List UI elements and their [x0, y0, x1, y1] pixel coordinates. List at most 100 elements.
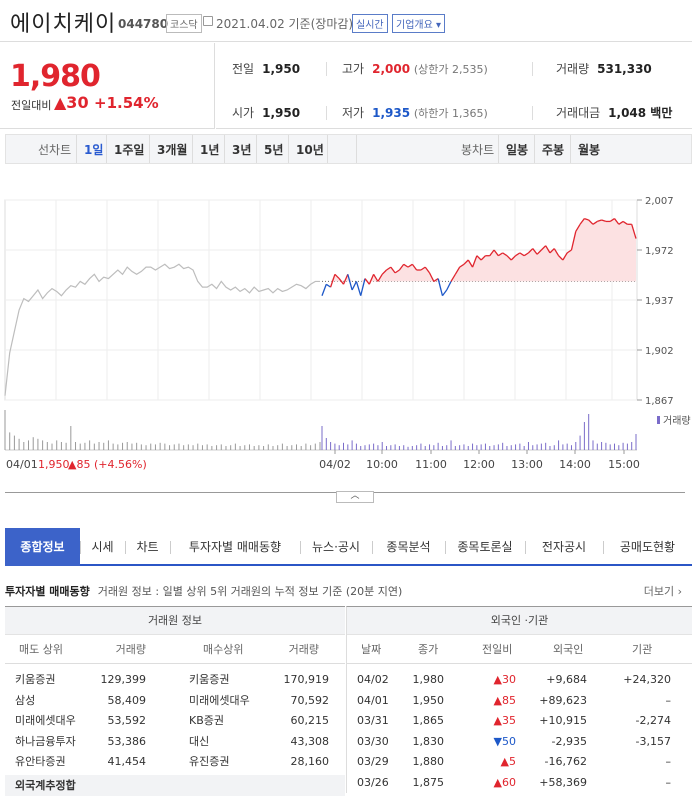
price-segment — [433, 278, 439, 282]
main-tab-7[interactable]: 종목토론실 — [457, 540, 513, 554]
inst-row: 04/01 1,950 ▲85 +89,623 – — [347, 691, 692, 712]
inst-cell-date: 03/30 — [357, 734, 389, 748]
candle-monthly[interactable]: 월봉 — [578, 143, 601, 157]
period-3m[interactable]: 3개월 — [157, 143, 188, 157]
x-tick-label: 14:00 — [559, 458, 591, 471]
inst-cell-foreign: -2,935 — [551, 734, 587, 748]
inst-cell-date: 04/01 — [357, 693, 389, 707]
main-tab-1[interactable]: 종합정보 — [5, 528, 80, 566]
period-1w[interactable]: 1주일 — [114, 143, 145, 157]
change-label: 전일대비 — [11, 99, 52, 112]
price-segment — [502, 252, 508, 257]
price-segment — [575, 223, 581, 232]
period-1d[interactable]: 1일 — [84, 143, 104, 157]
price-segment — [597, 219, 602, 223]
low-label: 저가 — [342, 106, 365, 120]
inst-cell-close: 1,950 — [412, 693, 445, 707]
broker-cell: 미래에셋대우 — [15, 714, 76, 727]
open-cell: 시가 1,950 — [232, 104, 300, 121]
main-tab-6[interactable]: 종목분석 — [386, 540, 431, 554]
volume-label: 거래량 — [663, 415, 691, 427]
price-segment — [467, 259, 474, 268]
price-segment — [390, 266, 396, 274]
period-5y[interactable]: 5년 — [264, 143, 284, 157]
period-10y[interactable]: 10년 — [296, 143, 324, 157]
inst-cell-diff: ▼50 — [493, 734, 516, 748]
broker-row: 키움증권 129,399 키움증권 170,919 — [5, 670, 345, 691]
broker-table: 거래원 정보 매도 상위 거래량 매수상위 거래량 키움증권 129,399 키움증… — [5, 606, 345, 796]
low-value: 1,935 — [372, 106, 411, 120]
candle-weekly[interactable]: 주봉 — [542, 143, 565, 157]
broker-row: 미래에셋대우 53,592 KB증권 60,215 — [5, 711, 345, 732]
inst-table-title: 외국인 ·기관 — [347, 607, 692, 635]
main-tab-4[interactable]: 투자자별 매매동향 — [188, 540, 282, 554]
volume-legend-swatch — [657, 416, 660, 424]
candle-daily[interactable]: 일봉 — [506, 143, 529, 157]
price-segment — [321, 284, 327, 296]
price-segment — [360, 278, 366, 296]
x-tick-label: 11:00 — [415, 458, 447, 471]
inst-cell-foreign: +9,684 — [546, 673, 587, 686]
section-header: 투자자별 매매동향 거래원 정보 : 일별 상위 5위 거래원의 누적 정보 기준… — [5, 583, 402, 599]
lower-limit: (하한가 1,365) — [413, 107, 488, 120]
realtime-button[interactable]: 실시간 — [352, 14, 388, 33]
high-cell: 고가 2,000 (상한가 2,535) — [342, 60, 488, 77]
section-title: 투자자별 매매동향 — [5, 585, 90, 598]
candle-chart-label: 봉차트 — [461, 143, 495, 157]
col-sell-top: 매도 상위 — [19, 643, 63, 656]
broker-row: 삼성 58,409 미래에셋대우 70,592 — [5, 691, 345, 712]
col-buy-top: 매수상위 — [203, 643, 244, 656]
prev-day-date: 04/01 — [6, 458, 38, 471]
broker-cell: KB증권 — [189, 714, 224, 727]
section-desc: 거래원 정보 : 일별 상위 5위 거래원의 누적 정보 기준 (20분 지연) — [97, 585, 403, 598]
company-info-dropdown[interactable]: 기업개요 ▾ — [392, 14, 445, 33]
period-1y[interactable]: 1년 — [200, 143, 220, 157]
inst-cell-date: 03/29 — [357, 755, 389, 768]
price-segment — [584, 217, 589, 221]
price-segment — [592, 220, 598, 225]
price-segment — [454, 266, 461, 275]
broker-cell: 41,454 — [107, 755, 147, 768]
stock-code: 044780 — [118, 17, 169, 31]
main-tab-9[interactable]: 공매도현황 — [619, 540, 676, 554]
prev-day-line — [4, 263, 320, 396]
col-close: 종가 — [418, 643, 439, 656]
price-segment — [441, 289, 448, 297]
price-segment — [364, 278, 370, 285]
inst-cell-inst: – — [665, 693, 672, 707]
main-tab-5[interactable]: 뉴스·공시 — [312, 540, 360, 554]
inst-cell-foreign: +10,915 — [539, 714, 587, 727]
broker-cell: 미래에셋대우 — [189, 693, 250, 707]
more-link[interactable]: 더보기 › — [643, 585, 682, 598]
broker-cell: 유안타증권 — [15, 755, 66, 768]
x-tick-label: 04/02 — [319, 458, 351, 471]
inst-cell-foreign: +58,369 — [539, 775, 587, 789]
open-value: 1,950 — [262, 106, 301, 120]
price-segment — [463, 259, 469, 265]
main-tab-8[interactable]: 전자공시 — [541, 540, 587, 554]
price-segment — [570, 231, 577, 251]
price-segment — [631, 224, 637, 239]
price-segment — [342, 274, 349, 285]
main-tabs: 종합정보 시세 차트 투자자별 매매동향 뉴스·공시 종목분석 종목토론실 전자공시 공매도현황 — [5, 528, 692, 566]
inst-cell-inst: +24,320 — [623, 673, 671, 686]
price-segment — [609, 218, 615, 222]
broker-cell: 유진증권 — [189, 755, 230, 768]
inst-cell-diff: ▲5 — [500, 755, 516, 768]
collapse-chart-button[interactable]: ︿ — [336, 491, 374, 503]
intraday-chart: 2,007 1,972 1,937 1,902 1,867 거래량 04/02 10:00 11… — [0, 180, 692, 480]
main-tab-3[interactable]: 차트 — [136, 540, 159, 554]
calendar-icon — [203, 16, 213, 26]
price-segment — [377, 273, 383, 282]
inst-row: 04/02 1,980 ▲30 +9,684 +24,320 — [347, 670, 692, 691]
inst-cell-diff: ▲60 — [493, 775, 516, 789]
main-tab-2[interactable]: 시세 — [91, 540, 114, 554]
market-badge: 코스닥 — [166, 14, 202, 33]
price-segment — [334, 273, 340, 280]
x-tick-label: 12:00 — [463, 458, 495, 471]
price-segment — [325, 283, 331, 288]
period-3y[interactable]: 3년 — [232, 143, 252, 157]
col-diff: 전일비 — [482, 643, 513, 656]
up-area-fill — [322, 218, 636, 282]
price-segment — [420, 266, 426, 271]
